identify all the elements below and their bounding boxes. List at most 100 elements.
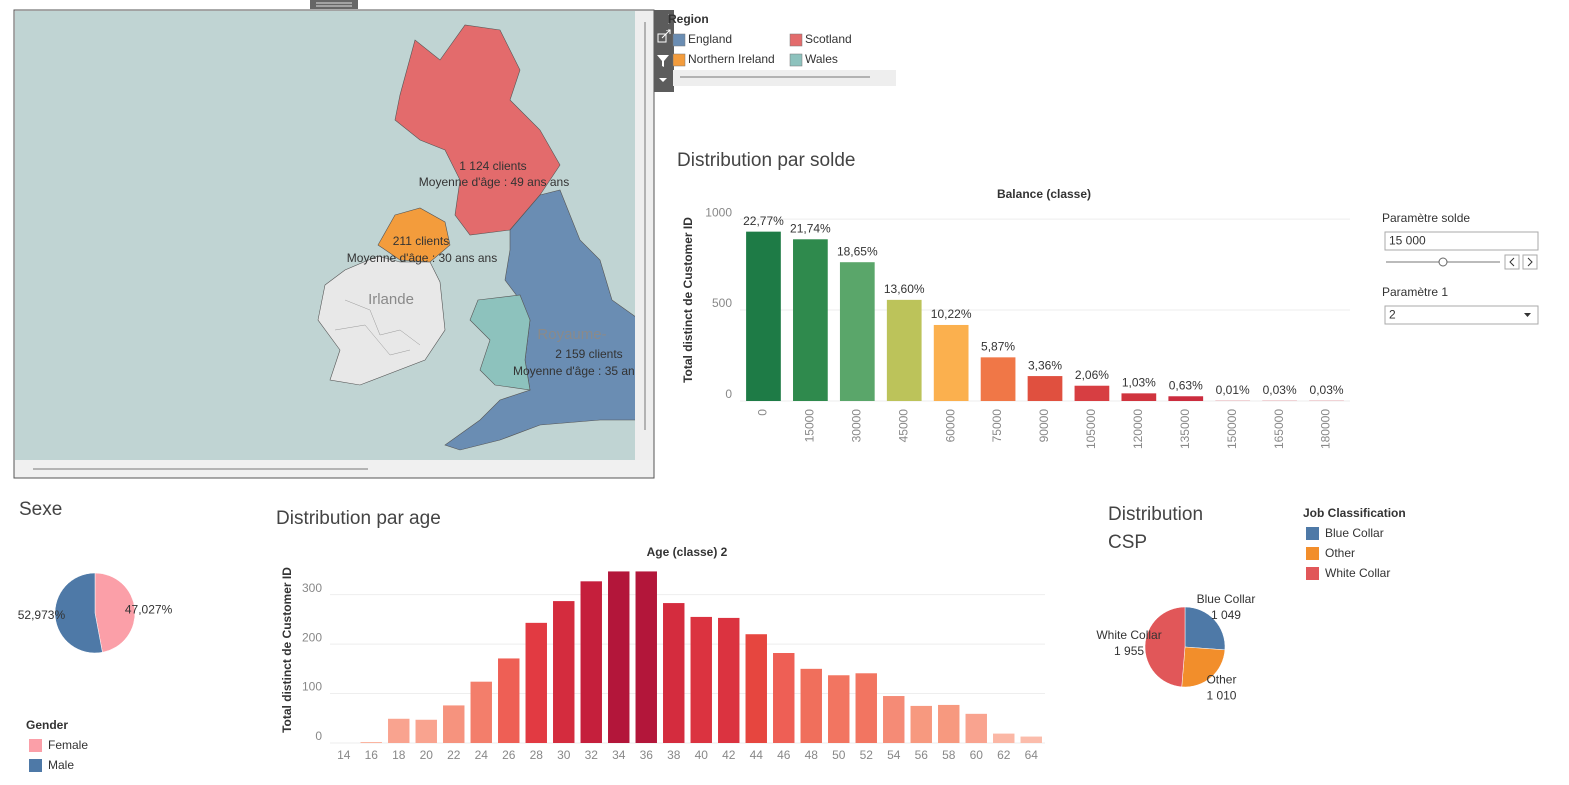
step-forward[interactable] xyxy=(1522,254,1538,270)
drag-handle[interactable] xyxy=(310,0,358,9)
legend-scroll[interactable] xyxy=(673,70,896,86)
bar xyxy=(793,239,828,401)
legend-swatch xyxy=(1306,567,1319,580)
bar xyxy=(1074,385,1110,401)
bar xyxy=(635,571,657,743)
data-label: 1 010 xyxy=(1206,689,1236,703)
x-tick-label: 20 xyxy=(420,748,434,762)
parameter-input[interactable] xyxy=(1384,231,1539,251)
data-label: 1 955 xyxy=(1114,644,1144,658)
dropdown-arrow xyxy=(1524,313,1531,317)
place-label: Irlande xyxy=(368,291,414,308)
x-tick-label: 16 xyxy=(365,748,379,762)
step-back[interactable] xyxy=(1504,254,1520,270)
bar xyxy=(883,696,905,743)
chart-title: Sexe xyxy=(19,499,62,520)
place-label: Royaume- xyxy=(537,326,606,343)
x-tick-label: 45000 xyxy=(896,409,910,443)
bar xyxy=(839,262,875,401)
chart-title: Distribution CSP xyxy=(1108,504,1204,553)
bar xyxy=(886,299,922,401)
y-tick-label: 0 xyxy=(725,387,732,401)
x-tick-label: 32 xyxy=(585,748,599,762)
pie-slice xyxy=(94,572,136,653)
data-label: 22,77% xyxy=(743,214,784,228)
legend-label: England xyxy=(688,32,732,46)
chart-title: Distribution par age xyxy=(276,508,441,529)
y-tick-label: 300 xyxy=(302,581,322,595)
x-tick-label: 22 xyxy=(447,748,461,762)
parameter-dropdown[interactable] xyxy=(1384,305,1539,325)
data-label: White Collar xyxy=(1096,628,1161,642)
y-tick-label: 1000 xyxy=(705,205,732,219)
data-label: 0,03% xyxy=(1310,383,1344,397)
bar xyxy=(690,616,712,743)
filter-icon[interactable] xyxy=(657,55,669,67)
x-tick-label: 64 xyxy=(1025,748,1039,762)
northern-ireland[interactable] xyxy=(377,207,451,263)
scrollbar-v[interactable] xyxy=(635,11,653,460)
map-annotation: Moyenne d'âge : 30 ans ans xyxy=(347,251,497,265)
x-tick-label: 36 xyxy=(640,748,654,762)
x-tick-label: 56 xyxy=(915,748,929,762)
bar xyxy=(800,668,822,743)
legend-label: Blue Collar xyxy=(1325,526,1384,540)
data-label: 21,74% xyxy=(790,221,831,235)
data-label: Other xyxy=(1206,673,1236,687)
x-tick-label: 30000 xyxy=(849,409,863,443)
bar xyxy=(910,705,932,743)
bar xyxy=(965,713,987,743)
x-tick-label: 34 xyxy=(612,748,626,762)
bar xyxy=(938,704,960,743)
data-label: 1 049 xyxy=(1211,608,1241,622)
legend-swatch xyxy=(1306,527,1319,540)
x-tick-label: 58 xyxy=(942,748,956,762)
bar xyxy=(718,617,740,743)
x-tick-label: 150000 xyxy=(1225,409,1239,449)
chevron xyxy=(1509,257,1515,267)
pie-slice xyxy=(1184,606,1226,651)
legend-title: Job Classification xyxy=(1303,506,1406,520)
bar xyxy=(1168,396,1204,401)
x-tick-label: 26 xyxy=(502,748,516,762)
y-tick-label: 100 xyxy=(302,680,322,694)
bar xyxy=(360,742,382,743)
x-tick-label: 120000 xyxy=(1131,409,1145,449)
x-tick-label: 52 xyxy=(860,748,874,762)
map-annotation: 211 clients xyxy=(393,234,449,248)
x-tick-label: 0 xyxy=(756,409,770,416)
menu-icon[interactable] xyxy=(659,78,667,82)
bar xyxy=(993,733,1015,743)
scotland[interactable] xyxy=(394,24,561,236)
data-label: 3,36% xyxy=(1028,358,1062,372)
x-tick-label: 180000 xyxy=(1319,409,1333,449)
data-label: 0,01% xyxy=(1216,383,1250,397)
y-tick-label: 200 xyxy=(302,630,322,644)
data-label: 5,87% xyxy=(981,340,1015,354)
wales[interactable] xyxy=(469,294,531,391)
legend-swatch xyxy=(1306,547,1319,560)
bar xyxy=(1121,393,1157,401)
x-tick-label: 50 xyxy=(832,748,846,762)
x-tick-label: 105000 xyxy=(1084,409,1098,449)
toolbar xyxy=(654,10,668,30)
y-tick-label: 500 xyxy=(712,296,732,310)
bar xyxy=(828,675,850,743)
bar xyxy=(933,324,969,401)
pie-slice xyxy=(1181,646,1226,688)
x-tick-label: 14 xyxy=(337,748,351,762)
map-annotation: Moyenne d'âge : 35 ans ans xyxy=(513,364,663,378)
data-label: 47,027% xyxy=(125,602,173,616)
chart-title: Distribution par solde xyxy=(677,150,855,171)
slider-thumb[interactable] xyxy=(1438,257,1448,267)
y-axis-label: Total distinct de Customer ID xyxy=(280,567,294,733)
map-annotation: Moyenne d'âge : 49 ans ans xyxy=(419,175,569,189)
county-border xyxy=(344,299,421,346)
title-box: Distribution CSP xyxy=(1108,504,1204,553)
data-label: Blue Collar xyxy=(1197,592,1256,606)
county-border xyxy=(334,324,411,356)
x-tick-label: 54 xyxy=(887,748,901,762)
parameter-label: Paramètre 1 xyxy=(1382,285,1448,299)
bar xyxy=(415,719,437,743)
bar xyxy=(443,705,465,743)
